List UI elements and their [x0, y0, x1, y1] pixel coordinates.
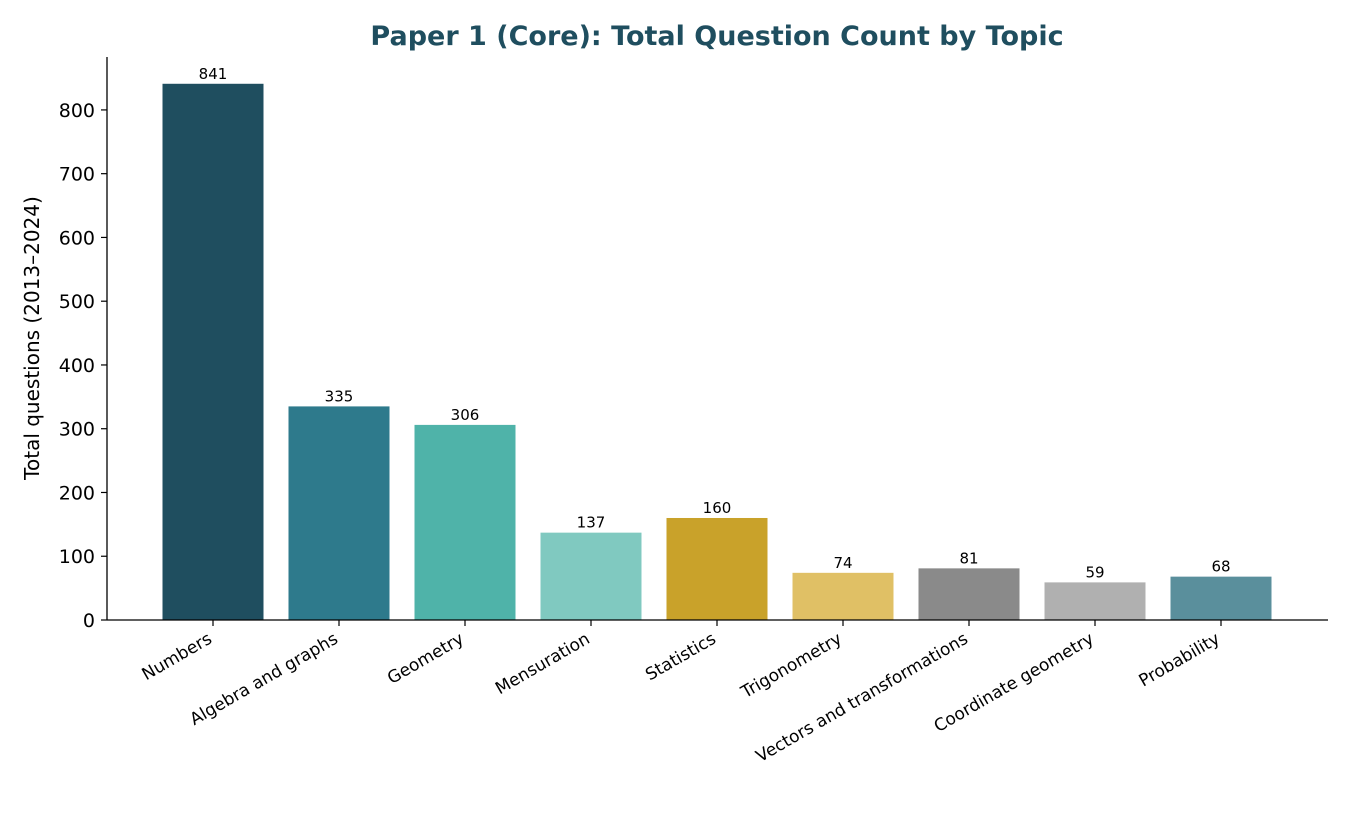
value-label: 160 [703, 499, 732, 517]
y-tick-label: 0 [83, 610, 95, 632]
y-tick-label: 400 [59, 355, 95, 377]
value-label: 306 [451, 406, 480, 424]
y-tick-label: 300 [59, 419, 95, 441]
y-tick-label: 500 [59, 291, 95, 313]
bar-statistics [666, 517, 768, 620]
bar-geometry [414, 424, 516, 620]
x-tick-label: Mensuration [492, 629, 593, 699]
value-label: 68 [1211, 558, 1230, 576]
value-label: 59 [1085, 563, 1104, 581]
y-tick-label: 200 [59, 482, 95, 504]
value-label: 335 [325, 387, 354, 405]
value-label: 74 [833, 554, 852, 572]
x-tick-label: Trigonometry [737, 629, 845, 703]
bar-algebra-and-graphs [288, 406, 390, 620]
y-tick-label: 800 [59, 100, 95, 122]
bar-mensuration [540, 532, 642, 620]
bar-vectors-and-transformations [918, 568, 1020, 620]
bar-probability [1170, 576, 1272, 620]
chart-title: Paper 1 (Core): Total Question Count by … [370, 21, 1063, 52]
value-labels-group: 841 335 306 137 160 74 81 59 68 [199, 65, 1231, 582]
bars-group [162, 83, 1272, 620]
y-tick-label: 700 [59, 164, 95, 186]
x-tick-label: Probability [1136, 629, 1224, 691]
x-tick-label: Statistics [642, 629, 719, 685]
value-label: 841 [199, 65, 228, 83]
value-label: 81 [959, 549, 978, 567]
bar-trigonometry [792, 572, 894, 620]
y-axis-label: Total questions (2013–2024) [20, 196, 44, 481]
y-tick-label: 100 [59, 546, 95, 568]
y-axis: 0 100 200 300 400 500 600 700 800 [59, 57, 108, 632]
x-tick-label: Vectors and transformations [753, 629, 972, 767]
value-label: 137 [577, 514, 606, 532]
y-tick-label: 600 [59, 227, 95, 249]
bar-coordinate-geometry [1044, 582, 1146, 620]
x-tick-label: Numbers [139, 629, 216, 685]
bar-numbers [162, 83, 264, 620]
x-tick-label: Geometry [384, 629, 467, 689]
